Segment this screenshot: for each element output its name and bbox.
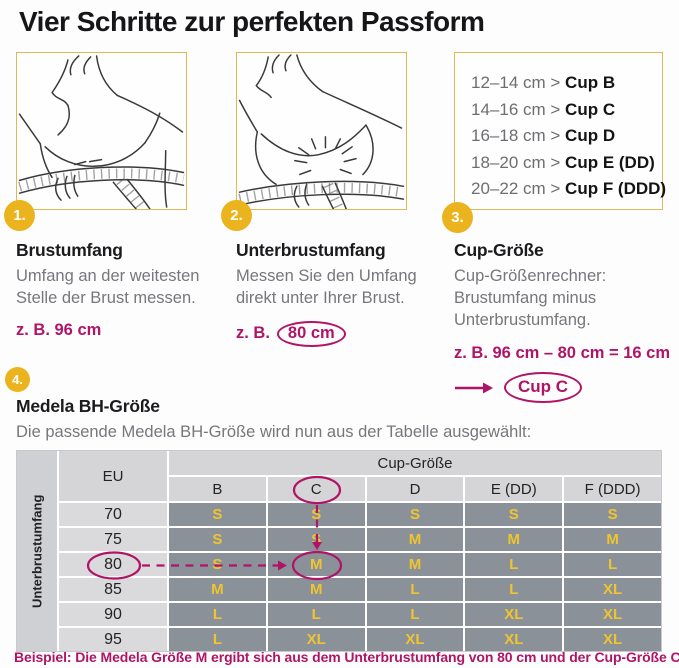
size-cell: S <box>267 528 365 551</box>
step-2-example: z. B. 80 cm <box>236 320 448 347</box>
size-cell: XL <box>564 628 661 651</box>
size-table: Unterbrustumfang EU Cup-Größe B C D E (D… <box>16 450 662 652</box>
eu-header: EU <box>59 451 167 501</box>
eu-row-label: 75 <box>59 528 167 551</box>
cup-size-item: 14–16 cm > Cup C <box>471 99 616 119</box>
step-4-body: Die passende Medela BH-Größe wird nun au… <box>16 423 532 441</box>
eu-row-label: 70 <box>59 503 167 526</box>
step-2-text: Unterbrustumfang Messen Sie den Umfang d… <box>236 240 448 347</box>
step-1-text: Brustumfang Umfang an der weitesten Stel… <box>16 240 222 340</box>
illustration-box-bust <box>16 52 187 210</box>
size-cell: L <box>366 603 464 626</box>
step-1-body: Umfang an der weitesten Stelle der Brust… <box>16 267 200 307</box>
step-2-badge: 2. <box>221 200 252 231</box>
size-cell: S <box>465 503 563 526</box>
size-cell: L <box>169 603 266 626</box>
size-cell: M <box>564 528 661 551</box>
circled-cup-result: Cup C <box>504 372 583 404</box>
step-3-equation: z. B. 96 cm – 80 cm = 16 cm <box>454 344 671 363</box>
size-cell: M <box>366 553 464 576</box>
col-header-e: E (DD) <box>465 477 563 501</box>
row-axis-label: Unterbrustumfang <box>17 451 57 651</box>
size-cell: XL <box>465 628 563 651</box>
size-cell-highlighted: M <box>267 553 365 576</box>
size-cell: L <box>465 578 563 601</box>
size-cell: L <box>169 628 266 651</box>
size-cell: M <box>366 528 464 551</box>
size-cell: L <box>564 553 661 576</box>
step-1-heading: Brustumfang <box>16 240 123 260</box>
size-cell: M <box>169 578 266 601</box>
step-3-heading: Cup-Größe <box>454 240 544 260</box>
col-header-b: B <box>169 477 266 501</box>
size-cell: L <box>267 603 365 626</box>
underbust-measurement-illustration <box>238 54 405 209</box>
size-cell: L <box>366 578 464 601</box>
bust-measurement-illustration <box>18 55 185 209</box>
size-cell: S <box>267 503 365 526</box>
cup-size-item: 16–18 cm > Cup D <box>471 126 616 145</box>
cup-size-item: 20–22 cm > Cup F (DDD) <box>471 179 667 198</box>
result-arrow-icon <box>455 382 493 394</box>
size-cell: L <box>465 553 563 576</box>
cup-size-item: 18–20 cm > Cup E (DD) <box>471 152 655 172</box>
size-cell: XL <box>564 578 661 601</box>
step-1-example: z. B. 96 cm <box>16 320 102 339</box>
page-title: Vier Schritte zur perfekten Passform <box>19 6 485 37</box>
step-3-result: Cup C <box>454 372 678 404</box>
circled-underbust-value: 80 cm <box>276 320 346 347</box>
step-3-body: Cup-Größenrechner: Brustumfang minus Unt… <box>454 267 607 329</box>
size-cell: S <box>169 503 266 526</box>
size-cell: M <box>465 528 563 551</box>
step-1-badge: 1. <box>4 200 35 231</box>
size-cell: S <box>366 503 464 526</box>
size-cell: XL <box>465 603 563 626</box>
size-cell: XL <box>267 628 365 651</box>
cup-size-list-box: 12–14 cm > Cup B 14–16 cm > Cup C 16–18 … <box>454 52 667 210</box>
eu-row-label: 95 <box>59 628 167 651</box>
size-cell: XL <box>366 628 464 651</box>
col-header-d: D <box>366 477 464 501</box>
step-3-badge: 3. <box>442 202 473 233</box>
step-2-body: Messen Sie den Umfang direkt unter Ihrer… <box>236 267 417 307</box>
step-4-heading: Medela BH-Größe <box>16 396 160 416</box>
size-cell: S <box>169 528 266 551</box>
eu-row-label: 85 <box>59 578 167 601</box>
size-cell: XL <box>564 603 661 626</box>
size-cell: M <box>267 578 365 601</box>
cup-group-header: Cup-Größe <box>169 451 661 475</box>
col-header-c: C <box>267 477 365 501</box>
col-header-f: F (DDD) <box>564 477 661 501</box>
size-cell: S <box>564 503 661 526</box>
example-footer-note: Beispiel: Die Medela Größe M ergibt sich… <box>14 649 679 665</box>
step-4-text: Medela BH-Größe Die passende Medela BH-G… <box>16 396 671 444</box>
step-2-heading: Unterbrustumfang <box>236 240 386 260</box>
cup-size-item: 12–14 cm > Cup B <box>471 73 616 92</box>
size-table-grid: Unterbrustumfang EU Cup-Größe B C D E (D… <box>16 450 662 652</box>
illustration-box-underbust <box>236 52 407 210</box>
step-3-text: Cup-Größe Cup-Größenrechner: Brustumfang… <box>454 240 678 404</box>
size-cell: S <box>169 553 266 576</box>
eu-row-label-highlighted: 80 <box>59 553 167 576</box>
eu-row-label: 90 <box>59 603 167 626</box>
step-4-badge: 4. <box>5 367 30 392</box>
